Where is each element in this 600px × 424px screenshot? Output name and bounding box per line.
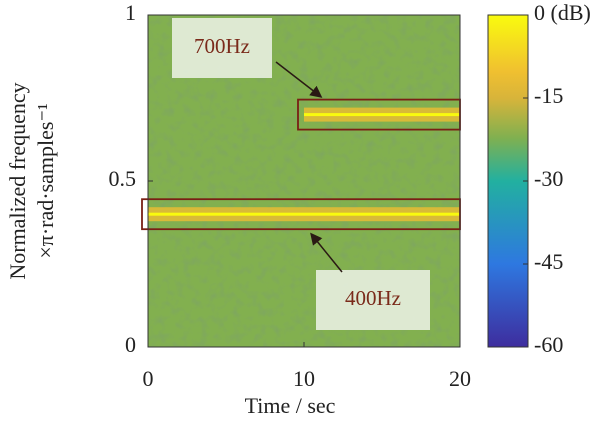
tone-line: [304, 113, 460, 117]
annotation-box: [316, 270, 430, 330]
colorbar-tick-label: -30: [534, 166, 563, 191]
x-tick-label: 0: [143, 366, 154, 391]
y-axis-label: ×π·rad·samples⁻¹: [33, 103, 58, 258]
y-tick-label: 1: [125, 0, 136, 25]
x-axis-label: Time / sec: [245, 393, 336, 418]
colorbar-tick-label: 0 (dB): [534, 0, 591, 25]
y-axis-label: Normalized frequency: [5, 82, 30, 279]
x-tick-label: 10: [293, 366, 315, 391]
y-tick-label: 0: [125, 332, 136, 357]
annotation-label: 700Hz: [194, 34, 250, 58]
colorbar: [487, 14, 529, 348]
y-tick-label: 0.5: [109, 166, 137, 191]
annotation-arrow: [310, 232, 343, 273]
colorbar-tick-label: -60: [534, 332, 563, 357]
colorbar-tick-label: -15: [534, 83, 563, 108]
annotation-label: 400Hz: [345, 286, 401, 310]
annotation-box: [172, 18, 272, 78]
colorbar-tick-label: -45: [534, 249, 563, 274]
tone-line: [148, 212, 460, 216]
annotation-arrow: [275, 61, 323, 98]
x-tick-label: 20: [449, 366, 471, 391]
